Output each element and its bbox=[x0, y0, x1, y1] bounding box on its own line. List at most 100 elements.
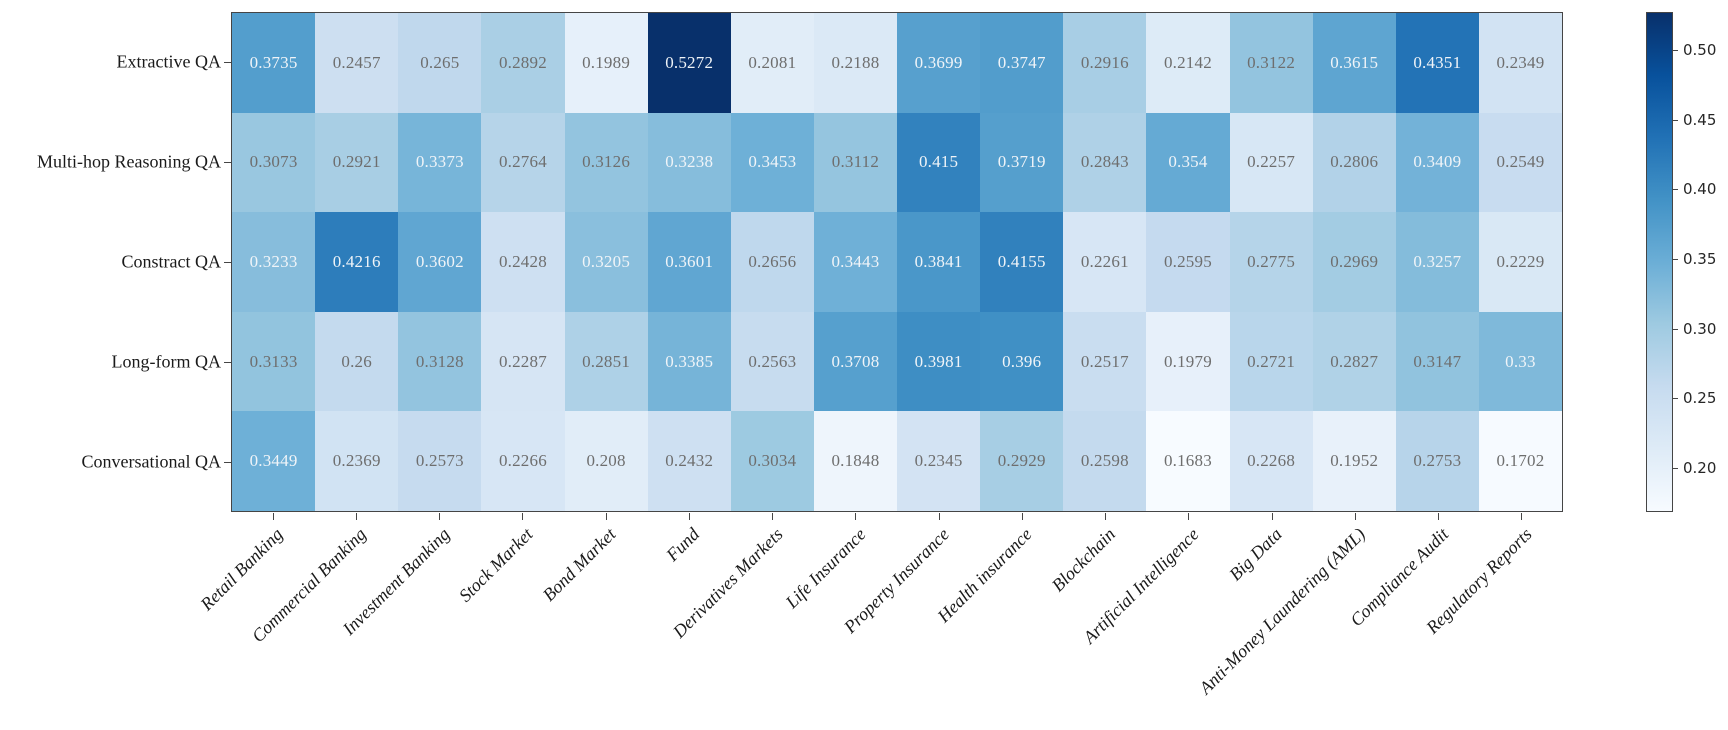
heatmap-cell: 0.2969 bbox=[1312, 212, 1396, 312]
heatmap-cell: 0.2764 bbox=[481, 112, 565, 213]
heatmap-cell: 0.1683 bbox=[1146, 411, 1230, 511]
heatmap-cell: 0.1979 bbox=[1146, 311, 1230, 412]
heatmap-cell: 0.3409 bbox=[1395, 112, 1479, 213]
heatmap-cell: 0.2266 bbox=[481, 411, 565, 511]
heatmap-cell: 0.4351 bbox=[1395, 13, 1479, 113]
colorbar-tick bbox=[1673, 398, 1678, 400]
heatmap-cell: 0.3708 bbox=[813, 311, 897, 412]
heatmap-cell: 0.2549 bbox=[1478, 112, 1562, 213]
heatmap-cell: 0.2892 bbox=[481, 13, 565, 113]
heatmap-cell: 0.3615 bbox=[1312, 13, 1396, 113]
heatmap-cell: 0.2573 bbox=[398, 411, 482, 511]
heatmap-cell: 0.4155 bbox=[980, 212, 1064, 312]
heatmap-cell: 0.2349 bbox=[1478, 13, 1562, 113]
heatmap-cell: 0.3443 bbox=[813, 212, 897, 312]
heatmap-cell: 0.415 bbox=[897, 112, 981, 213]
x-tick bbox=[522, 513, 524, 520]
heatmap-cell: 0.1848 bbox=[813, 411, 897, 511]
heatmap-cell: 0.3126 bbox=[564, 112, 648, 213]
heatmap-cell: 0.3449 bbox=[232, 411, 316, 511]
heatmap-cell: 0.2457 bbox=[315, 13, 399, 113]
colorbar-tick-label: 0.50 bbox=[1683, 40, 1717, 59]
y-tick bbox=[224, 62, 231, 63]
heatmap-grid: 0.3735 0.2457 0.265 0.2892 0.1989 0.5272 0.208… bbox=[231, 12, 1563, 512]
heatmap-cell: 0.3841 bbox=[897, 212, 981, 312]
heatmap-cell: 0.3128 bbox=[398, 311, 482, 412]
col-label: Blockchain bbox=[1047, 524, 1120, 596]
heatmap-cell: 0.2843 bbox=[1063, 112, 1147, 213]
x-tick bbox=[439, 513, 441, 520]
y-tick bbox=[224, 262, 231, 263]
heatmap-cell: 0.2345 bbox=[897, 411, 981, 511]
heatmap-cell: 0.2229 bbox=[1478, 212, 1562, 312]
x-tick bbox=[1021, 513, 1023, 520]
x-tick bbox=[772, 513, 774, 520]
col-label: Life Insurance bbox=[781, 524, 870, 613]
heatmap-cell: 0.3112 bbox=[813, 112, 897, 213]
heatmap-cell: 0.1989 bbox=[564, 13, 648, 113]
heatmap-cell: 0.2188 bbox=[813, 13, 897, 113]
x-tick bbox=[938, 513, 940, 520]
heatmap-cell: 0.2142 bbox=[1146, 13, 1230, 113]
heatmap-cell: 0.1702 bbox=[1478, 411, 1562, 511]
colorbar bbox=[1646, 12, 1673, 512]
row-label: Long-form QA bbox=[111, 351, 221, 372]
heatmap-cell: 0.2287 bbox=[481, 311, 565, 412]
col-label: Bond Market bbox=[538, 524, 620, 605]
heatmap-cell: 0.3602 bbox=[398, 212, 482, 312]
heatmap-cell: 0.2656 bbox=[730, 212, 814, 312]
heatmap-cell: 0.2753 bbox=[1395, 411, 1479, 511]
heatmap-cell: 0.265 bbox=[398, 13, 482, 113]
x-tick bbox=[1105, 513, 1107, 520]
colorbar-tick-label: 0.20 bbox=[1683, 458, 1717, 477]
heatmap-cell: 0.3699 bbox=[897, 13, 981, 113]
colorbar-tick bbox=[1673, 258, 1678, 260]
heatmap-cell: 0.4216 bbox=[315, 212, 399, 312]
x-tick bbox=[1521, 513, 1523, 520]
y-tick bbox=[224, 362, 231, 363]
x-tick bbox=[272, 513, 274, 520]
heatmap-cell: 0.26 bbox=[315, 311, 399, 412]
row-label: Extractive QA bbox=[116, 51, 221, 72]
colorbar-tick-label: 0.30 bbox=[1683, 319, 1717, 338]
heatmap-cell: 0.3385 bbox=[647, 311, 731, 412]
colorbar-tick bbox=[1673, 119, 1678, 121]
heatmap-cell: 0.2827 bbox=[1312, 311, 1396, 412]
colorbar-tick-label: 0.25 bbox=[1683, 389, 1717, 408]
heatmap-cell: 0.3147 bbox=[1395, 311, 1479, 412]
heatmap-cell: 0.2721 bbox=[1229, 311, 1313, 412]
heatmap-cell: 0.3122 bbox=[1229, 13, 1313, 113]
heatmap-cell: 0.2916 bbox=[1063, 13, 1147, 113]
heatmap-cell: 0.1952 bbox=[1312, 411, 1396, 511]
heatmap-cell: 0.3205 bbox=[564, 212, 648, 312]
heatmap-cell: 0.2929 bbox=[980, 411, 1064, 511]
row-label: Constract QA bbox=[121, 251, 221, 272]
y-tick bbox=[224, 162, 231, 163]
x-tick bbox=[688, 513, 690, 520]
heatmap-cell: 0.3257 bbox=[1395, 212, 1479, 312]
heatmap-cell: 0.2563 bbox=[730, 311, 814, 412]
heatmap-cell: 0.2268 bbox=[1229, 411, 1313, 511]
heatmap-cell: 0.208 bbox=[564, 411, 648, 511]
row-label: Multi-hop Reasoning QA bbox=[37, 151, 221, 172]
colorbar-tick bbox=[1673, 328, 1678, 330]
heatmap-cell: 0.33 bbox=[1478, 311, 1562, 412]
heatmap-cell: 0.2851 bbox=[564, 311, 648, 412]
col-label: Stock Market bbox=[454, 524, 537, 606]
heatmap-cell: 0.2517 bbox=[1063, 311, 1147, 412]
x-tick bbox=[1438, 513, 1440, 520]
x-tick bbox=[1354, 513, 1356, 520]
heatmap-cell: 0.3453 bbox=[730, 112, 814, 213]
colorbar-tick-label: 0.45 bbox=[1683, 110, 1717, 129]
heatmap-cell: 0.3133 bbox=[232, 311, 316, 412]
heatmap-cell: 0.3373 bbox=[398, 112, 482, 213]
heatmap-cell: 0.2595 bbox=[1146, 212, 1230, 312]
heatmap-cell: 0.2257 bbox=[1229, 112, 1313, 213]
colorbar-tick-label: 0.40 bbox=[1683, 180, 1717, 199]
x-tick bbox=[855, 513, 857, 520]
heatmap-cell: 0.2428 bbox=[481, 212, 565, 312]
heatmap-cell: 0.5272 bbox=[647, 13, 731, 113]
heatmap-cell: 0.354 bbox=[1146, 112, 1230, 213]
heatmap-cell: 0.2081 bbox=[730, 13, 814, 113]
